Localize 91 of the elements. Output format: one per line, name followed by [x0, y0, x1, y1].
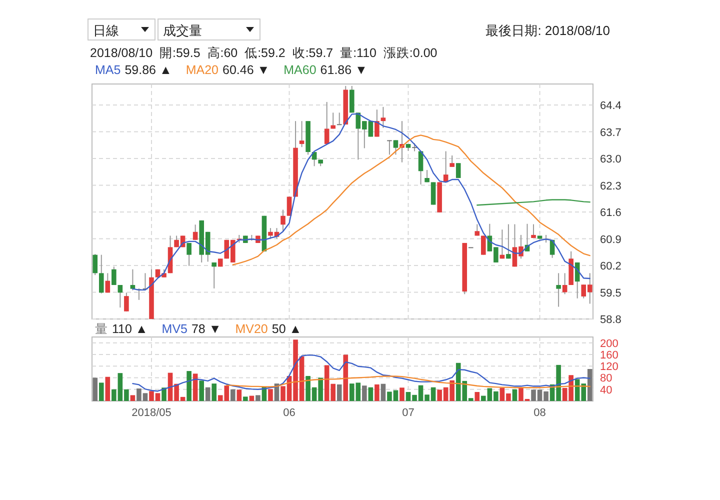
candlestick: [336, 112, 342, 126]
candlestick: [124, 292, 129, 312]
candlestick: [330, 112, 336, 130]
candlestick: [481, 235, 486, 256]
bar: [199, 380, 204, 401]
y-tick-label: 40: [600, 384, 612, 396]
candlestick: [374, 109, 380, 138]
text: MA60: [284, 63, 316, 77]
candlestick: [299, 120, 304, 148]
bar: [512, 389, 518, 401]
text: 成交量: [163, 23, 202, 38]
y-tick-label: 63.7: [600, 126, 622, 139]
x-tick-label: 07: [402, 407, 414, 419]
text: MA5: [95, 63, 121, 77]
y-tick-label: 60.2: [600, 260, 622, 273]
y-tick-label: 63.0: [600, 154, 622, 166]
candlestick: [506, 224, 511, 260]
bar: [186, 371, 192, 401]
bar: [268, 389, 273, 401]
candlestick: [280, 209, 286, 232]
y-tick-label: 62.3: [600, 180, 622, 192]
line-series: [232, 134, 590, 266]
candlestick: [186, 242, 192, 266]
candlestick: [324, 101, 330, 144]
text: 59.86 ▲: [124, 63, 172, 77]
bar: [205, 387, 210, 401]
candlestick: [430, 182, 436, 206]
bar: [230, 389, 236, 401]
text: 日線: [93, 23, 119, 38]
text: 量: [95, 322, 108, 336]
candlestick: [380, 106, 386, 128]
text: 110 ▲: [112, 322, 148, 336]
bar: [336, 384, 342, 401]
candlestick: [192, 224, 198, 240]
candlestick: [562, 272, 568, 295]
bar: [212, 384, 217, 401]
candlestick: [98, 254, 104, 294]
bar: [343, 354, 348, 401]
chart-subtitle: 2018/08/10 開:59.5 高:60 低:59.2 收:59.7 量:110 漲跌:0.00: [90, 45, 438, 60]
bar: [162, 388, 166, 401]
text: MV20: [235, 322, 268, 336]
candlestick: [286, 196, 292, 216]
line-series: [226, 376, 590, 388]
bar: [380, 384, 386, 401]
candlestick: [424, 169, 430, 183]
candlestick: [212, 262, 217, 289]
text: 50 ▲: [272, 322, 302, 336]
bar: [243, 396, 248, 401]
bar: [192, 374, 198, 401]
candlestick: [112, 266, 116, 286]
y-tick-label: 160: [600, 349, 618, 362]
y-tick-label: 120: [600, 361, 618, 374]
candlestick: [92, 254, 98, 276]
candlestick: [531, 224, 536, 238]
text: MV5: [162, 322, 188, 336]
y-tick-label: 59.5: [600, 287, 622, 300]
x-tick-label: 06: [283, 407, 296, 419]
text: 60.46 ▼: [222, 63, 270, 77]
bar: [362, 386, 367, 401]
bar: [92, 378, 98, 401]
y-tick-label: 61.6: [600, 207, 622, 220]
bar: [130, 395, 136, 401]
candlestick: [118, 284, 123, 308]
candlestick: [556, 272, 561, 308]
bar: [368, 387, 374, 401]
candlestick: [105, 272, 110, 294]
candlestick: [450, 154, 454, 168]
bar: [374, 384, 380, 401]
bar: [98, 382, 104, 401]
y-tick-label: 64.4: [600, 100, 622, 112]
candlestick: [349, 85, 354, 114]
x-tick-label: 08: [534, 407, 546, 419]
bar: [400, 388, 404, 401]
bar: [236, 390, 242, 401]
bar: [474, 392, 480, 401]
bar: [256, 395, 260, 401]
y-tick-label: 60.9: [600, 234, 622, 246]
text: MA20: [186, 63, 219, 77]
text: 78 ▼: [191, 322, 222, 336]
text: 61.86 ▼: [320, 63, 368, 77]
line-series: [132, 354, 590, 392]
candlestick: [393, 140, 398, 156]
bar: [105, 376, 110, 401]
chart-title: 最後日期: 2018/08/10: [486, 23, 610, 38]
x-tick-label: 2018/05: [132, 407, 172, 419]
candlestick: [387, 140, 392, 156]
bar: [587, 369, 592, 401]
y-tick-label: 200: [600, 338, 618, 350]
candlestick: [456, 162, 461, 178]
y-tick-label: 80: [600, 372, 612, 385]
y-tick-label: 58.8: [600, 314, 622, 326]
